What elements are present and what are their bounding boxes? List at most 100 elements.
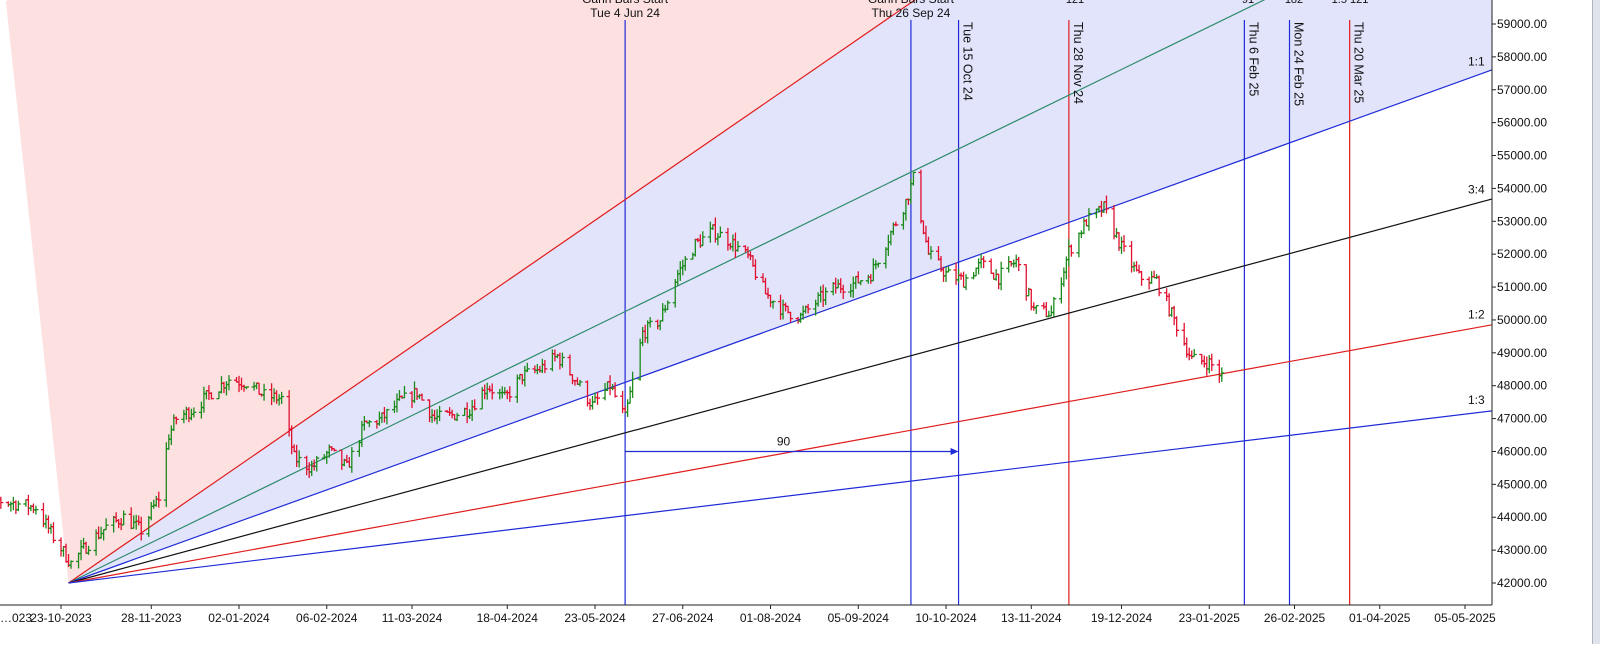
cycle-label-2024-06-04: Tue 4 Jun 24	[590, 6, 660, 20]
x-tick-label: 23-01-2025	[1179, 611, 1241, 625]
ohlc-bar	[454, 412, 460, 422]
y-tick-label: 56000.00	[1497, 116, 1547, 130]
x-tick-label: 18-04-2024	[477, 611, 539, 625]
ohlc-bar	[1068, 244, 1074, 257]
ohlc-bar	[103, 518, 109, 531]
ohlc-bar	[50, 522, 56, 544]
ohlc-bar	[735, 240, 741, 252]
cycle-label-2024-10-15: Tue 15 Oct 24	[961, 22, 975, 101]
axes: 42000.00 43000.00 44000.00 45000.00 46000.00…	[0, 0, 1547, 625]
ray-label-3-4: 3:4	[1468, 183, 1485, 197]
x-tick-label: …023	[0, 611, 32, 625]
ohlc-bar	[910, 171, 916, 186]
ohlc-bar	[595, 391, 601, 405]
ohlc-bar	[928, 246, 934, 260]
ohlc-bar	[946, 265, 952, 273]
ohlc-bar	[208, 392, 214, 400]
x-tick-label: 06-02-2024	[296, 611, 358, 625]
ohlc-bar	[244, 386, 250, 390]
y-tick-label: 57000.00	[1497, 83, 1547, 97]
x-tick-label: 05-09-2024	[828, 611, 890, 625]
ohlc-bar	[314, 456, 320, 472]
ohlc-bar	[1086, 208, 1092, 231]
ohlc-bar	[559, 352, 565, 368]
ohlc-bar	[524, 362, 530, 373]
y-tick-label: 58000.00	[1497, 50, 1547, 64]
ohlc-bar	[682, 256, 688, 271]
ohlc-bar	[33, 505, 39, 515]
ohlc-bar	[823, 287, 829, 305]
top-partial-label: 182	[1285, 0, 1303, 6]
x-tick-label: 01-04-2025	[1349, 611, 1411, 625]
cycle-label-2025-02-06: Thu 6 Feb 25	[1246, 22, 1260, 96]
y-tick-label: 55000.00	[1497, 149, 1547, 163]
ohlc-bar	[138, 516, 144, 541]
x-tick-label: 26-02-2025	[1264, 611, 1326, 625]
ohlc-bar	[612, 382, 618, 398]
price-bars	[0, 169, 1225, 569]
ohlc-bar	[998, 261, 1004, 291]
ohlc-bar	[717, 226, 723, 238]
x-tick-label: 23-10-2023	[30, 611, 92, 625]
fan-ray-1-2	[68, 324, 1492, 584]
ohlc-bar	[1016, 256, 1022, 272]
y-tick-label: 49000.00	[1497, 346, 1547, 360]
ohlc-bar	[349, 446, 355, 473]
ohlc-bar	[770, 300, 776, 309]
ohlc-bar	[1174, 316, 1180, 337]
ohlc-bar	[805, 303, 811, 314]
top-partial-label: 1.5 121	[1332, 0, 1369, 6]
cycle-label-2025-02-24: Mon 24 Feb 25	[1292, 22, 1306, 106]
x-tick-label: 01-08-2024	[740, 611, 802, 625]
x-tick-label: 02-01-2024	[208, 611, 270, 625]
cycle-label-2024-09-26: Thu 26 Sep 24	[872, 6, 951, 20]
ohlc-bar	[226, 375, 232, 391]
top-partial-label: 121	[1066, 0, 1084, 6]
y-tick-label: 45000.00	[1497, 477, 1547, 491]
ohlc-bar	[963, 274, 969, 291]
ohlc-bar	[630, 371, 636, 398]
x-tick-label: 19-12-2024	[1091, 611, 1153, 625]
ohlc-bar	[1139, 270, 1145, 286]
y-tick-label: 50000.00	[1497, 313, 1547, 327]
ohlc-bar	[68, 560, 74, 569]
ohlc-bar	[191, 407, 197, 418]
ray-label-1-1: 1:1	[1468, 54, 1485, 68]
count-arrow-head	[950, 447, 959, 455]
ohlc-bar	[1051, 296, 1057, 318]
ohlc-bar	[156, 491, 162, 508]
ohlc-bar	[419, 393, 425, 401]
ray-label-1-2: 1:2	[1468, 308, 1485, 322]
fan-ray-steep-1	[68, 0, 1266, 584]
y-tick-label: 47000.00	[1497, 412, 1547, 426]
ohlc-bar	[875, 262, 881, 268]
y-tick-label: 51000.00	[1497, 280, 1547, 294]
x-tick-label: 11-03-2024	[382, 611, 443, 625]
ohlc-bar	[86, 545, 92, 555]
ohlc-bar	[331, 447, 337, 452]
ohlc-bar	[1121, 235, 1127, 252]
top-partial-label: 91	[1242, 0, 1254, 6]
fan-ray-3-4	[68, 198, 1492, 584]
ohlc-bar	[665, 300, 671, 311]
ohlc-bar	[981, 256, 987, 269]
y-tick-label: 43000.00	[1497, 543, 1547, 557]
right-scrollbar[interactable]	[1592, 0, 1600, 644]
ohlc-bar	[577, 379, 583, 387]
ohlc-bar	[401, 385, 407, 399]
ohlc-bar	[858, 280, 864, 286]
y-tick-label: 46000.00	[1497, 444, 1547, 458]
ohlc-bar	[1209, 353, 1215, 372]
ohlc-bar	[173, 416, 179, 425]
y-tick-label: 59000.00	[1497, 17, 1547, 31]
ray-label-1-3: 1:3	[1468, 393, 1485, 407]
ohlc-bar	[647, 317, 653, 328]
y-tick-label: 54000.00	[1497, 181, 1547, 195]
x-tick-label: 10-10-2024	[915, 611, 977, 625]
cycle-label-2024-11-28: Thu 28 Nov 24	[1071, 22, 1085, 104]
ohlc-bar	[1219, 367, 1225, 382]
ohlc-bar	[1033, 305, 1039, 314]
cycle-date-lines	[624, 20, 1351, 605]
gann-fan-rays	[68, 0, 1492, 584]
